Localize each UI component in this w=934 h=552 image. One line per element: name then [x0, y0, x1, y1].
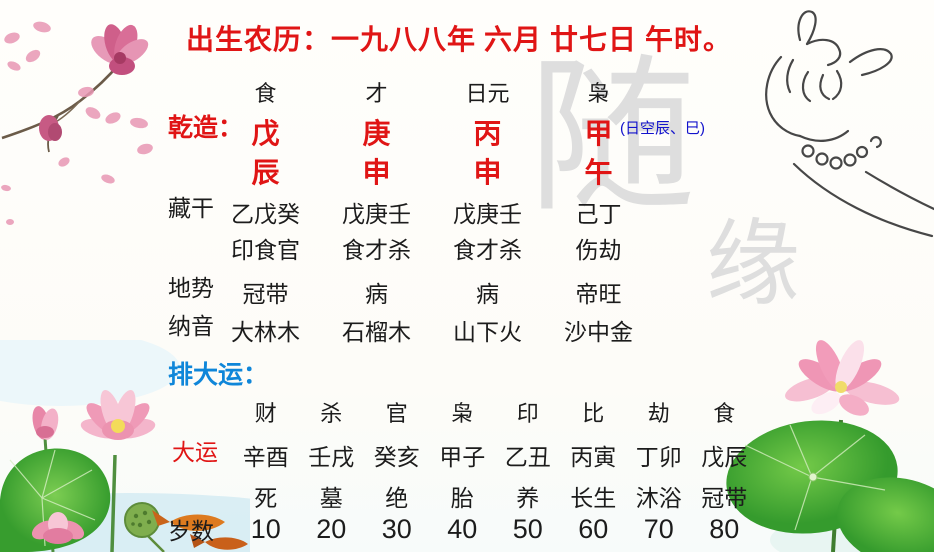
year-hidden-stems: 乙戊癸: [231, 202, 300, 227]
dayun-ganzhi-8: 戊辰: [701, 445, 748, 470]
hour-branch: 午: [584, 158, 613, 189]
age-3: 30: [381, 514, 412, 544]
dayun-ganzhi-2: 壬戌: [308, 445, 355, 470]
hour-hidden-stems: 己丁: [575, 202, 622, 227]
dayun-shishen-row: 财 杀 官 枭 印 比 劫 食: [233, 396, 757, 428]
day-hidden-stems: 戊庚壬: [453, 202, 522, 227]
lotus-flower-large: [80, 389, 156, 440]
void-note: (日空辰、巳): [620, 120, 705, 137]
dayun-stage-6: 长生: [570, 486, 617, 511]
dayun-stage-8: 冠带: [701, 486, 748, 511]
dayun-shishen-1: 财: [254, 401, 277, 426]
lotus-bud: [32, 406, 59, 440]
age-row: 10 20 30 40 50 60 70 80: [233, 514, 757, 545]
day-life-stage: 病: [476, 282, 499, 307]
age-5: 50: [512, 514, 543, 544]
hidden-stems-row: 乙戊癸 戊庚壬 戊庚壬 己丁: [210, 195, 654, 229]
month-stem: 庚: [362, 119, 391, 150]
dayun-stage-2: 墓: [319, 486, 343, 511]
lotus-flower-small: [31, 512, 85, 544]
dishi-label: 地势: [168, 276, 214, 301]
lotus-pond-illustration: [0, 340, 250, 552]
year-nayin: 大林木: [231, 320, 300, 345]
dayun-ganzhi-1: 辛酉: [242, 445, 289, 470]
month-hidden-stems: 戊庚壬: [342, 202, 411, 227]
dayun-life-stage-row: 死 墓 绝 胎 养 长生 沐浴 冠带: [233, 479, 757, 513]
hour-hidden-shishen: 伤劫: [575, 238, 622, 263]
age-1: 10: [250, 514, 281, 544]
buddha-hand-icon: [765, 10, 934, 238]
hour-pillar-shishen: 枭: [587, 81, 610, 106]
dayun-ganzhi-row: 辛酉 壬戌 癸亥 甲子 乙丑 丙寅 丁卯 戊辰: [233, 438, 757, 472]
dayun-shishen-2: 杀: [320, 401, 343, 426]
dayun-shishen-4: 枭: [451, 401, 474, 426]
dayun-label: 大运: [172, 440, 218, 465]
earthly-branches-row: 辰 申 申 午: [210, 151, 654, 191]
heavenly-stems-row: 戊 庚 丙 甲: [210, 112, 654, 152]
magnolia-branch-illustration: [1, 21, 153, 225]
nayin-label: 纳音: [168, 314, 214, 339]
month-hidden-shishen: 食才杀: [342, 238, 411, 263]
life-stage-row: 冠带 病 病 帝旺: [210, 275, 654, 309]
dayun-shishen-3: 官: [385, 401, 408, 426]
shishen-header-row: 食 才 日元 枭: [210, 76, 654, 108]
dayun-shishen-7: 劫: [647, 401, 670, 426]
dayun-ganzhi-6: 丙寅: [570, 445, 617, 470]
koi-fish: [152, 510, 248, 550]
qianzao-label: 乾造：: [168, 115, 244, 142]
age-8: 80: [709, 514, 740, 544]
age-7: 70: [643, 514, 674, 544]
hidden-stems-shishen-row: 印食官 食才杀 食才杀 伤劫: [210, 231, 654, 265]
watermark-sui: 随: [528, 46, 696, 232]
day-hidden-shishen: 食才杀: [453, 238, 522, 263]
dayun-stage-5: 养: [516, 486, 540, 511]
magnolia-bud: [39, 115, 62, 141]
day-stem: 丙: [473, 119, 502, 150]
age-2: 20: [316, 514, 347, 544]
year-hidden-shishen: 印食官: [231, 238, 300, 263]
lotus-corner-illustration: [726, 340, 934, 552]
dayun-section-heading: 排大运：: [168, 362, 269, 389]
month-life-stage: 病: [365, 282, 388, 307]
hour-nayin: 沙中金: [564, 320, 633, 345]
dayun-stage-4: 胎: [450, 486, 474, 511]
dayun-ganzhi-7: 丁卯: [635, 445, 682, 470]
canggan-label: 藏干: [168, 196, 214, 221]
dayun-ganzhi-5: 乙丑: [504, 445, 551, 470]
dayun-stage-7: 沐浴: [635, 486, 682, 511]
age-4: 40: [447, 514, 478, 544]
day-branch: 申: [473, 158, 502, 189]
age-6: 60: [578, 514, 609, 544]
dayun-stage-3: 绝: [385, 486, 409, 511]
dayun-shishen-6: 比: [582, 401, 605, 426]
page-title: 出生农历：一九八八年 六月 廿七日 午时。: [185, 25, 732, 56]
age-label: 岁数: [168, 519, 214, 544]
dayun-shishen-5: 印: [516, 401, 539, 426]
nayin-row: 大林木 石榴木 山下火 沙中金: [210, 313, 654, 347]
year-branch: 辰: [251, 158, 280, 189]
hour-stem: 甲: [584, 119, 613, 150]
month-pillar-shishen: 才: [365, 81, 388, 106]
dayun-ganzhi-3: 癸亥: [373, 445, 420, 470]
dayun-stage-1: 死: [254, 486, 278, 511]
day-nayin: 山下火: [453, 320, 522, 345]
watermark-yuan: 缘: [706, 213, 801, 317]
year-pillar-shishen: 食: [254, 81, 277, 106]
scattered-petals: [1, 21, 153, 225]
year-life-stage: 冠带: [242, 282, 289, 307]
dayun-shishen-8: 食: [713, 401, 736, 426]
month-branch: 申: [362, 158, 391, 189]
lotus-seed-pod: [124, 502, 165, 552]
dayun-ganzhi-4: 甲子: [439, 445, 486, 470]
hour-life-stage: 帝旺: [575, 282, 622, 307]
month-nayin: 石榴木: [342, 320, 411, 345]
day-pillar-shishen: 日元: [465, 81, 510, 106]
year-stem: 戊: [251, 119, 280, 150]
lotus-flower-open: [785, 340, 900, 416]
magnolia-flower: [91, 24, 149, 75]
